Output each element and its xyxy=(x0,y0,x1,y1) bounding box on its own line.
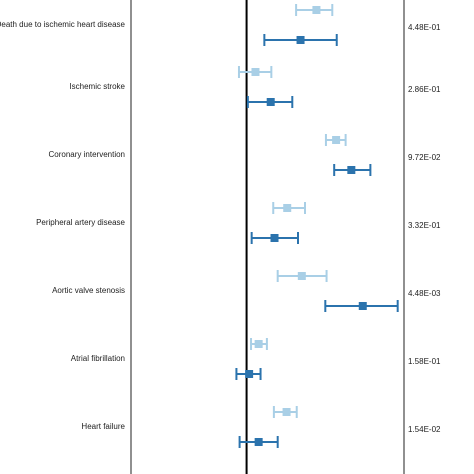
estimate-light xyxy=(272,202,306,214)
point-estimate-marker xyxy=(254,340,263,348)
forest-row: Aortic valve stenosis 4.48E-03 xyxy=(52,270,441,312)
forest-row: Heart failure 1.54E-02 xyxy=(81,406,441,448)
point-estimate-marker xyxy=(254,438,263,446)
estimate-dark xyxy=(263,34,338,46)
p-value-label: 9.72E-02 xyxy=(408,153,441,162)
p-value-label: 1.58E-01 xyxy=(408,357,441,366)
estimate-light xyxy=(324,134,347,146)
forest-row: Ischemic stroke 2.86E-01 xyxy=(69,66,441,108)
outcome-label: Death due to ischemic heart disease xyxy=(0,20,126,29)
point-estimate-marker xyxy=(358,302,367,310)
outcome-label: Ischemic stroke xyxy=(69,82,125,91)
p-value-label: 3.32E-01 xyxy=(408,221,441,230)
point-estimate-marker xyxy=(245,370,254,378)
forest-row: Death due to ischemic heart disease 4.48E… xyxy=(0,4,441,46)
estimate-light xyxy=(250,338,268,350)
point-estimate-marker xyxy=(270,234,279,242)
point-estimate-marker xyxy=(296,36,305,44)
point-estimate-marker xyxy=(297,272,306,280)
estimate-dark xyxy=(235,368,262,380)
forest-rows: Death due to ischemic heart disease 4.48E… xyxy=(0,4,441,448)
forest-row: Atrial fibrillation 1.58E-01 xyxy=(71,338,441,380)
outcome-label: Heart failure xyxy=(81,422,125,431)
p-value-label: 1.54E-02 xyxy=(408,425,441,434)
point-estimate-marker xyxy=(283,204,292,212)
estimate-light xyxy=(272,406,298,418)
estimate-dark xyxy=(333,164,372,176)
estimate-light xyxy=(276,270,328,282)
point-estimate-marker xyxy=(266,98,275,106)
estimate-light xyxy=(237,66,273,78)
forest-row: Peripheral artery disease 3.32E-01 xyxy=(36,202,441,244)
estimate-dark xyxy=(324,300,399,312)
outcome-label: Peripheral artery disease xyxy=(36,218,125,227)
estimate-dark xyxy=(250,232,300,244)
point-estimate-marker xyxy=(312,6,321,14)
estimate-dark xyxy=(246,96,294,108)
outcome-label: Coronary intervention xyxy=(49,150,125,159)
estimate-light xyxy=(295,4,334,16)
point-estimate-marker xyxy=(251,68,260,76)
outcome-label: Aortic valve stenosis xyxy=(52,286,125,295)
p-value-label: 4.48E-03 xyxy=(408,289,441,298)
point-estimate-marker xyxy=(347,166,356,174)
point-estimate-marker xyxy=(282,408,291,416)
forest-row: Coronary intervention 9.72E-02 xyxy=(49,134,441,176)
estimate-dark xyxy=(238,436,279,448)
outcome-label: Atrial fibrillation xyxy=(71,354,125,363)
p-value-label: 4.48E-01 xyxy=(408,23,441,32)
p-value-label: 2.86E-01 xyxy=(408,85,441,94)
point-estimate-marker xyxy=(332,136,341,144)
